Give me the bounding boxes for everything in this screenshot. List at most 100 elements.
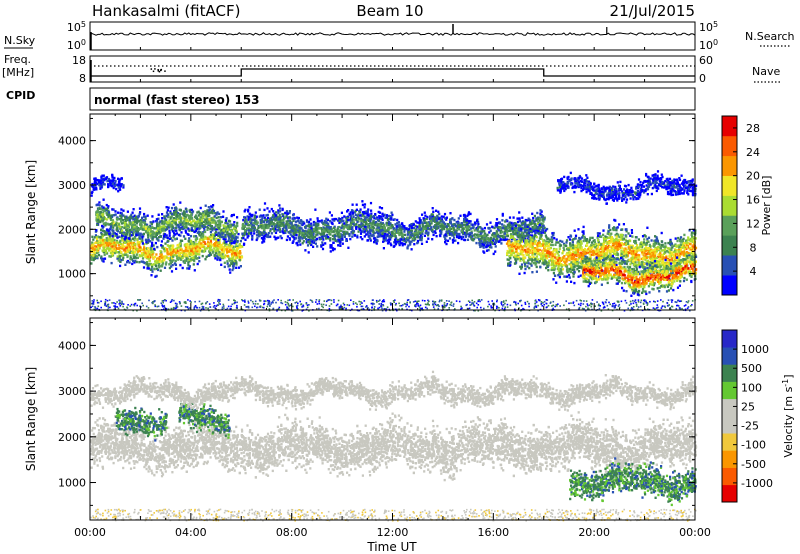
data-cell [181, 239, 184, 242]
data-cell [483, 230, 486, 233]
data-cell [350, 231, 353, 234]
data-cell [297, 220, 300, 223]
data-cell [541, 219, 544, 222]
nsky-frame [89, 21, 696, 51]
data-cell [222, 236, 225, 239]
data-cell [380, 226, 383, 230]
data-cell [124, 241, 127, 244]
data-cell [421, 229, 424, 232]
data-cell [139, 224, 142, 227]
data-cell [496, 237, 499, 241]
data-cell [269, 229, 272, 233]
data-cell [208, 244, 211, 247]
data-cell [91, 255, 95, 259]
data-cell [158, 255, 161, 259]
data-cell [516, 229, 519, 232]
data-cell [226, 230, 229, 234]
data-cell [570, 263, 573, 266]
data-cell [528, 230, 531, 233]
data-cell [109, 232, 112, 235]
data-cell [275, 216, 278, 219]
data-cell [247, 234, 250, 238]
data-cell [125, 247, 128, 250]
data-cell [137, 220, 140, 223]
data-cell [266, 213, 269, 217]
data-cell [101, 235, 104, 238]
data-cell [470, 232, 473, 235]
data-cell [178, 251, 181, 255]
data-cell [179, 248, 182, 252]
data-cell [96, 239, 99, 242]
data-cell [224, 225, 227, 228]
data-cell [169, 217, 172, 220]
data-cell [449, 220, 452, 224]
data-cell [343, 225, 346, 228]
data-cell [393, 232, 396, 236]
data-cell [304, 249, 307, 252]
data-cell [280, 236, 283, 240]
nave-line [90, 68, 695, 77]
data-cell [175, 213, 178, 217]
data-cell [508, 222, 511, 225]
data-cell [492, 237, 495, 240]
data-cell [128, 216, 131, 220]
data-cell [439, 229, 442, 233]
data-cell [234, 245, 237, 248]
nave-tick-bottom: 0 [699, 72, 706, 85]
data-cell [155, 261, 158, 265]
data-cell [148, 259, 151, 262]
freq-dot [158, 70, 161, 73]
data-cell [403, 238, 406, 241]
data-cell [417, 236, 420, 239]
data-cell [523, 230, 526, 233]
data-cell [243, 216, 246, 219]
data-cell [444, 239, 447, 242]
data-cell [140, 221, 143, 224]
data-cell [210, 211, 213, 214]
data-cell [367, 231, 370, 234]
data-cell [215, 249, 218, 252]
data-cell [172, 203, 175, 206]
data-cell [222, 229, 226, 232]
data-cell [213, 234, 216, 237]
data-cell [230, 229, 233, 233]
data-cell [179, 223, 182, 226]
data-cell [99, 220, 102, 224]
data-cell [510, 225, 514, 229]
data-cell [131, 251, 134, 254]
data-cell [495, 218, 499, 221]
data-cell [524, 222, 527, 226]
data-cell [150, 248, 153, 251]
data-cell [126, 231, 130, 234]
data-cell [216, 228, 219, 231]
data-cell [198, 223, 201, 226]
data-cell [98, 236, 101, 239]
data-cell [480, 227, 483, 230]
data-cell [100, 255, 103, 258]
data-cell [179, 234, 182, 237]
data-cell [135, 222, 139, 225]
data-cell [372, 225, 375, 229]
data-cell [151, 255, 154, 258]
data-cell [110, 244, 113, 247]
data-cell [295, 226, 298, 229]
data-cell [138, 243, 141, 247]
data-cell [205, 255, 208, 258]
data-cell [141, 252, 144, 255]
data-cell [100, 256, 103, 260]
data-cell [255, 219, 258, 222]
data-cell [429, 227, 433, 230]
data-cell [265, 220, 268, 224]
freq-dot [160, 68, 163, 71]
data-cell [375, 223, 378, 226]
data-cell [291, 241, 294, 244]
data-cell [107, 229, 110, 233]
data-cell [181, 225, 184, 228]
data-cell [102, 198, 105, 201]
data-cell [208, 251, 212, 255]
data-cell [272, 218, 275, 221]
data-cell [127, 237, 131, 240]
data-cell [263, 202, 267, 205]
data-cell [219, 235, 222, 238]
